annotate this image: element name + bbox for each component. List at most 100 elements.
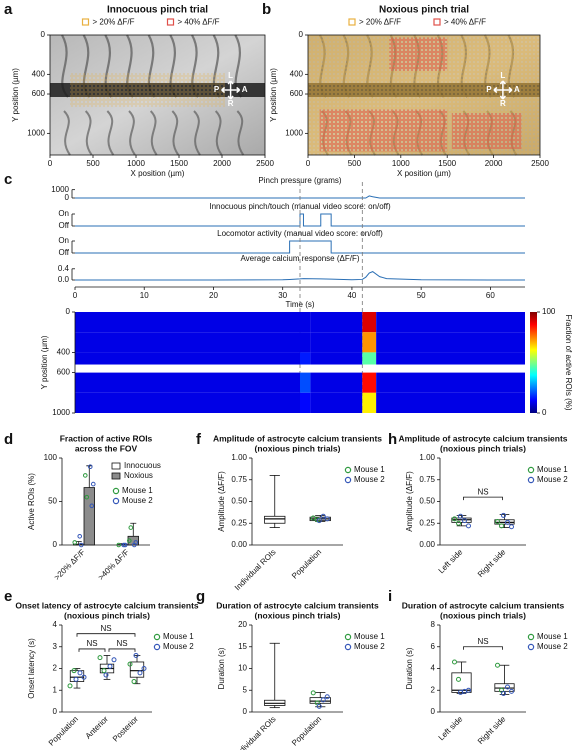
legend-label: Mouse 2 bbox=[163, 642, 194, 651]
y-tick-label: 3 bbox=[53, 642, 58, 651]
data-point bbox=[310, 515, 316, 521]
y-tick-label: 1000 bbox=[285, 128, 303, 137]
significance-label: NS bbox=[86, 639, 97, 648]
chart-title: Amplitude of astrocyte calcium transient… bbox=[213, 433, 382, 443]
y-axis-label: Duration (s) bbox=[405, 647, 414, 689]
data-point bbox=[452, 659, 457, 665]
heat-cell bbox=[300, 372, 311, 393]
chart-title: Noxious pinch trial bbox=[379, 5, 469, 16]
colorbar-label: Fraction of active ROIs (%) bbox=[564, 314, 573, 410]
y-axis-label: Active ROIs (%) bbox=[27, 473, 36, 530]
x-tick-label: Posterior bbox=[111, 714, 140, 743]
overlay-grid bbox=[70, 73, 225, 107]
y-axis-label: Y position (µm) bbox=[40, 335, 49, 389]
chart-title: Innocuous pinch trial bbox=[107, 5, 208, 16]
y-tick-label: 1000 bbox=[51, 185, 69, 194]
legend-label: Mouse 1 bbox=[354, 465, 385, 474]
legend-marker bbox=[344, 633, 352, 641]
chart-subtitle: (noxious pinch trials) bbox=[255, 443, 341, 453]
data-point bbox=[87, 464, 93, 470]
y-tick-label: 1000 bbox=[52, 408, 70, 417]
x-tick-label: 10 bbox=[140, 291, 149, 300]
plot-frame bbox=[307, 34, 541, 156]
vessel bbox=[171, 110, 180, 156]
data-point bbox=[499, 523, 504, 529]
compass-label: L bbox=[500, 71, 505, 80]
chart-subtitle: (noxious pinch trials) bbox=[64, 610, 150, 620]
vessel bbox=[63, 110, 71, 156]
data-point bbox=[121, 542, 127, 548]
overlay-grid bbox=[389, 37, 448, 71]
data-point bbox=[73, 676, 79, 682]
legend-label: > 40% ΔF/F bbox=[444, 18, 486, 27]
data-point bbox=[97, 655, 103, 661]
data-point bbox=[107, 663, 113, 669]
y-tick-label: 0 bbox=[65, 193, 70, 202]
data-point bbox=[126, 538, 132, 543]
x-tick-label: >40% ΔF/F bbox=[96, 547, 131, 582]
x-tick-label: 40 bbox=[347, 291, 356, 300]
significance-label: NS bbox=[477, 487, 488, 496]
data-point bbox=[84, 494, 90, 500]
x-tick-label: 1500 bbox=[170, 159, 188, 168]
data-point bbox=[103, 672, 109, 678]
y-tick-label: 0.0 bbox=[58, 275, 70, 284]
chart-subtitle: across the FOV bbox=[75, 443, 138, 453]
legend-marker bbox=[344, 466, 352, 474]
y-tick-label: 20 bbox=[238, 620, 247, 629]
data-point bbox=[320, 513, 326, 519]
y-tick-label: 0.00 bbox=[419, 540, 435, 549]
vessel bbox=[84, 110, 93, 156]
y-tick-label: 0 bbox=[431, 707, 436, 716]
x-tick-label: 60 bbox=[486, 291, 495, 300]
data-point bbox=[505, 684, 510, 690]
panel-letter: f bbox=[196, 431, 202, 448]
compass-label: P bbox=[214, 85, 220, 94]
y-tick-label: 1.00 bbox=[231, 453, 247, 462]
data-point bbox=[505, 519, 510, 525]
x-tick-label: 50 bbox=[417, 291, 426, 300]
x-tick-label: Individual ROIs bbox=[233, 715, 278, 750]
y-tick-label: 400 bbox=[57, 348, 71, 357]
data-point bbox=[495, 662, 500, 668]
data-point bbox=[456, 676, 461, 682]
heat-cell bbox=[376, 392, 525, 413]
data-point bbox=[89, 503, 95, 509]
y-tick-label: Off bbox=[58, 221, 69, 230]
data-point bbox=[501, 691, 506, 697]
legend-label: Noxious bbox=[124, 471, 153, 480]
legend-marker bbox=[433, 18, 441, 26]
heat-cell bbox=[75, 392, 300, 413]
vessel bbox=[236, 110, 245, 156]
legend-marker bbox=[153, 643, 161, 651]
data-point bbox=[495, 519, 500, 525]
data-point bbox=[122, 542, 128, 548]
legend-marker bbox=[344, 643, 352, 651]
compass-label: A bbox=[514, 85, 520, 94]
y-tick-label: On bbox=[58, 209, 69, 218]
y-tick-label: 0 bbox=[66, 307, 71, 316]
heat-cell bbox=[75, 352, 300, 365]
y-tick-label: 0.00 bbox=[231, 540, 247, 549]
data-point bbox=[67, 683, 73, 689]
heat-cell bbox=[75, 312, 300, 333]
data-point bbox=[501, 512, 506, 518]
x-tick-label: 30 bbox=[278, 291, 287, 300]
chart-subtitle: (noxious pinch trials) bbox=[440, 610, 526, 620]
y-axis-label: Y position (µm) bbox=[11, 68, 20, 122]
y-tick-label: 400 bbox=[290, 69, 304, 78]
panel-letter: d bbox=[4, 431, 13, 448]
colorbar bbox=[530, 312, 537, 413]
y-tick-label: 0 bbox=[243, 707, 248, 716]
panel-letter: i bbox=[388, 588, 392, 605]
legend-label: Mouse 1 bbox=[122, 486, 153, 495]
heat-cell bbox=[300, 392, 311, 413]
trace bbox=[75, 271, 525, 281]
significance-label: NS bbox=[116, 639, 127, 648]
legend-label: Mouse 2 bbox=[122, 496, 153, 505]
y-tick-label: 0 bbox=[53, 540, 58, 549]
x-tick-label: Individual ROIs bbox=[233, 548, 278, 593]
y-axis-label: Duration (s) bbox=[217, 647, 226, 689]
x-tick-label: 500 bbox=[348, 159, 362, 168]
